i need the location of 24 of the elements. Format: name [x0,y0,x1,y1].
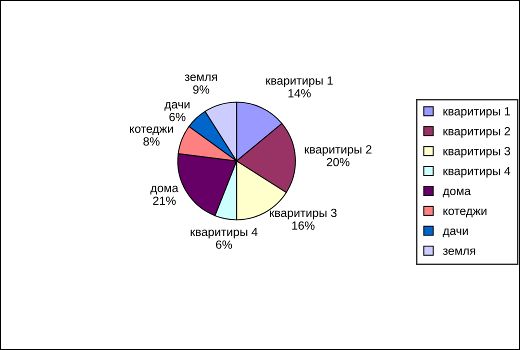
slice-label: кваритиры 3 [270,208,337,220]
legend-label: дачи [442,228,468,238]
legend-label: кваритиры 2 [443,127,510,138]
slice-label: кваритиры 4 [190,228,258,238]
data-label: 8% [143,137,160,146]
slice-label: котеджи [130,126,173,136]
legend-label: дома [442,188,471,198]
data-label: 14% [288,89,311,98]
slice-label: кваритиры 2 [304,145,372,156]
legend-label: кваритиры 4 [443,167,510,178]
slice-label: кваритиры 1 [266,76,333,88]
slice-label: земля [184,74,217,82]
legend-label: кваритиры 1 [443,107,510,118]
legend-label: земля [442,248,476,255]
slice-label: дачи [164,102,190,111]
data-label: 20% [326,158,350,166]
data-label: 9% [193,85,210,94]
data-label: 6% [216,240,232,249]
data-label: 16% [292,221,315,230]
data-label: 6% [169,112,186,122]
data-label: 21% [153,196,176,205]
legend-label: котеджи [443,208,486,218]
legend-label: кваритиры 3 [443,146,510,158]
slice-label: дома [150,186,178,194]
